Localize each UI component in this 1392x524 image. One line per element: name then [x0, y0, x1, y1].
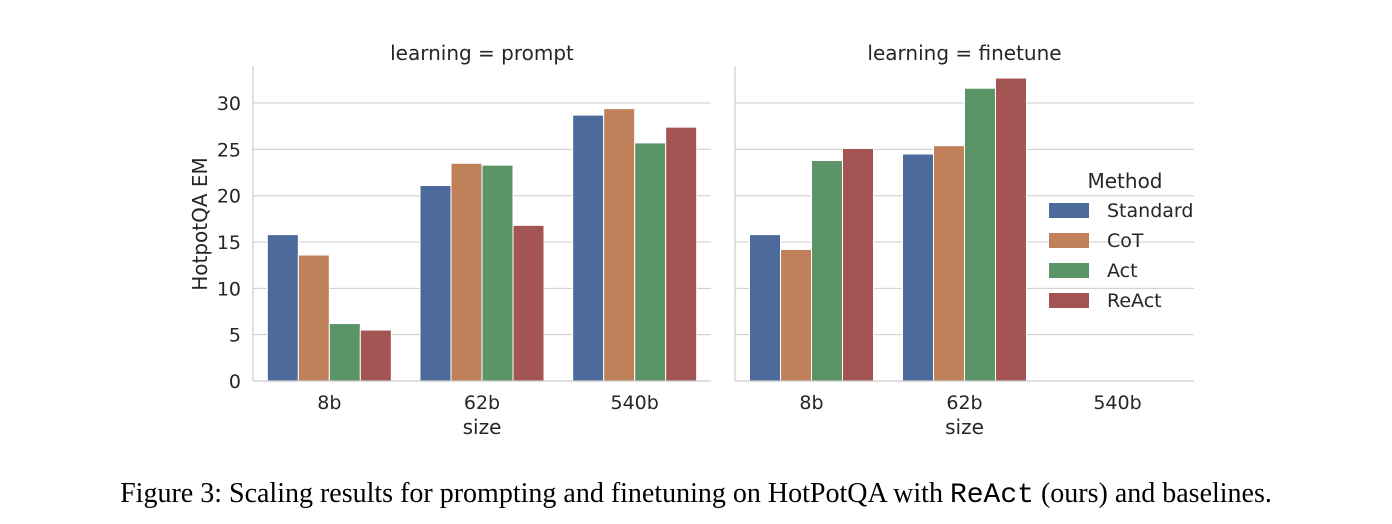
bar-standard	[266, 234, 299, 382]
bar-react	[512, 224, 545, 382]
bar-act	[481, 164, 514, 382]
bar-standard	[419, 185, 452, 382]
bar-standard	[749, 234, 781, 382]
bar-react	[842, 147, 874, 382]
legend-label-standard: Standard	[1107, 200, 1193, 222]
x-axis-label: size	[945, 415, 984, 439]
y-tick-label: 30	[217, 93, 241, 115]
legend-label-react: ReAct	[1107, 290, 1162, 312]
chart-figure: 8b 62b 540b size learning = prompt 8b 62b 540b s…	[188, 41, 1194, 439]
y-tick-label: 20	[217, 186, 241, 208]
y-tick-label: 10	[217, 278, 241, 300]
y-axis-label: HotpotQA EM	[188, 157, 212, 291]
caption-prefix: Figure 3: Scaling results for prompting …	[120, 478, 950, 509]
bar-act	[811, 160, 843, 382]
panel-title: learning = prompt	[390, 41, 574, 65]
bar-act	[964, 87, 996, 382]
y-tick-label: 25	[217, 139, 241, 161]
bar-react	[359, 329, 392, 382]
legend-label-act: Act	[1107, 260, 1138, 282]
bar-cot	[297, 254, 330, 382]
x-tick-label: 540b	[611, 392, 659, 414]
legend-swatch-standard	[1049, 203, 1089, 218]
bar-react	[995, 77, 1027, 382]
legend-swatch-cot	[1049, 233, 1089, 248]
legend-title: Method	[1087, 169, 1162, 193]
bar-cot	[780, 248, 812, 382]
x-tick-label: 8b	[799, 392, 823, 414]
x-axis-label: size	[463, 415, 502, 439]
legend-swatch-react	[1049, 293, 1089, 308]
bar-cot	[603, 108, 636, 382]
y-tick-label: 0	[229, 371, 241, 393]
caption-suffix: (ours) and baselines.	[1033, 478, 1272, 509]
x-tick-label: 540b	[1093, 392, 1141, 414]
y-tick-label: 5	[229, 325, 241, 347]
bar-standard	[902, 153, 934, 382]
figure-caption: Figure 3: Scaling results for prompting …	[0, 478, 1392, 511]
x-tick-label: 62b	[464, 392, 500, 414]
bar-standard	[572, 114, 605, 382]
x-tick-label: 62b	[946, 392, 982, 414]
bar-act	[328, 323, 361, 382]
legend-label-cot: CoT	[1107, 230, 1144, 252]
panel-title: learning = finetune	[867, 41, 1061, 65]
x-tick-label: 8b	[317, 392, 341, 414]
bar-cot	[450, 162, 483, 382]
bar-react	[665, 126, 698, 382]
y-tick-label: 15	[217, 232, 241, 254]
legend-swatch-act	[1049, 263, 1089, 278]
bar-cot	[933, 145, 965, 382]
bar-act	[634, 142, 667, 382]
caption-method: ReAct	[949, 480, 1034, 511]
